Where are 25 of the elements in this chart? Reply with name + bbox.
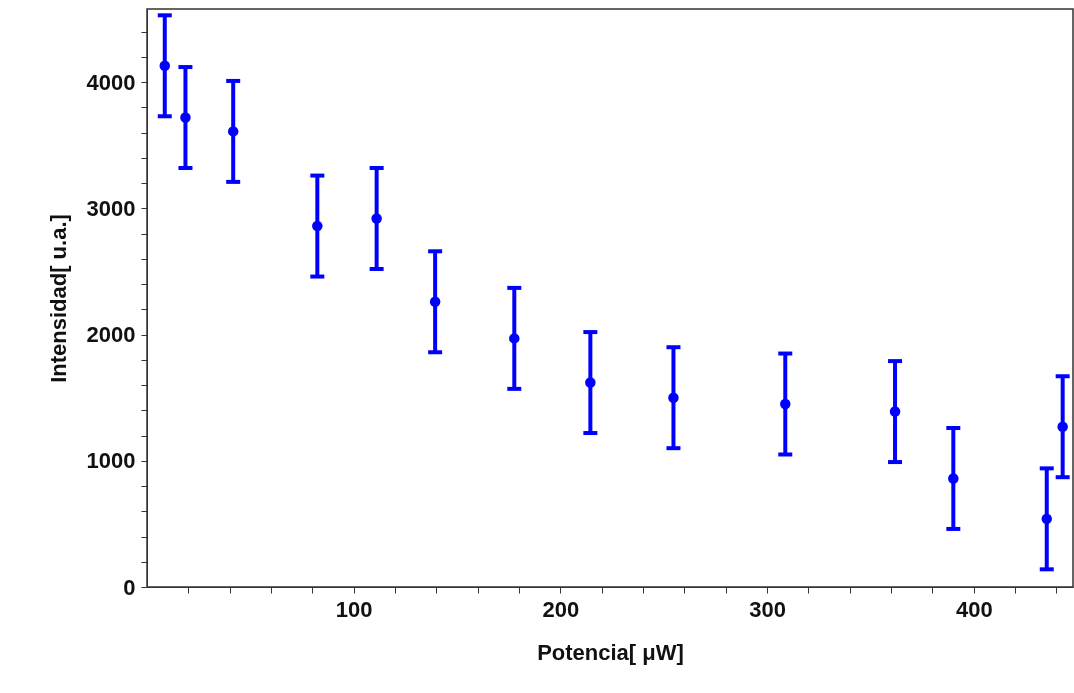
point bbox=[159, 60, 171, 72]
point bbox=[668, 392, 679, 403]
y-tick-label: 3000 bbox=[86, 195, 136, 221]
point bbox=[889, 406, 901, 417]
x-tick-label: 300 bbox=[749, 596, 786, 622]
y-tick-label: 4000 bbox=[86, 69, 136, 95]
point bbox=[1041, 513, 1052, 525]
y-tick-label: 2000 bbox=[86, 322, 136, 348]
point bbox=[429, 296, 441, 308]
point bbox=[227, 126, 239, 137]
x-tick-label: 400 bbox=[955, 596, 993, 622]
point bbox=[948, 473, 959, 484]
x-axis-title: Potencia[ μW] bbox=[537, 639, 684, 665]
point bbox=[1057, 421, 1068, 432]
y-tick-label: 1000 bbox=[86, 448, 136, 474]
point bbox=[180, 112, 191, 123]
x-tick-label: 200 bbox=[542, 596, 580, 622]
point bbox=[312, 220, 323, 232]
y-axis-title: Intensidad[ u.a.] bbox=[45, 214, 71, 383]
point bbox=[780, 398, 791, 410]
point bbox=[585, 377, 596, 388]
y-tick-label: 0 bbox=[123, 574, 136, 600]
point bbox=[509, 333, 520, 344]
x-tick-label: 100 bbox=[335, 596, 373, 622]
point bbox=[371, 213, 382, 224]
